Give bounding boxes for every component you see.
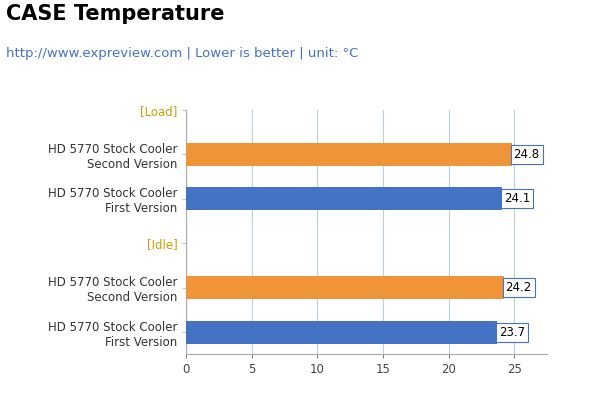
Text: 24.2: 24.2 [505,281,532,294]
Bar [186,276,504,299]
Text: CASE Temperature: CASE Temperature [6,4,225,24]
Text: 24.8: 24.8 [513,148,540,161]
Text: 24.1: 24.1 [504,192,531,206]
Bar [186,187,502,210]
Bar [186,143,511,166]
Text: http://www.expreview.com | Lower is better | unit: °C: http://www.expreview.com | Lower is bett… [6,47,358,60]
Text: 23.7: 23.7 [499,326,525,339]
Bar [186,321,497,343]
